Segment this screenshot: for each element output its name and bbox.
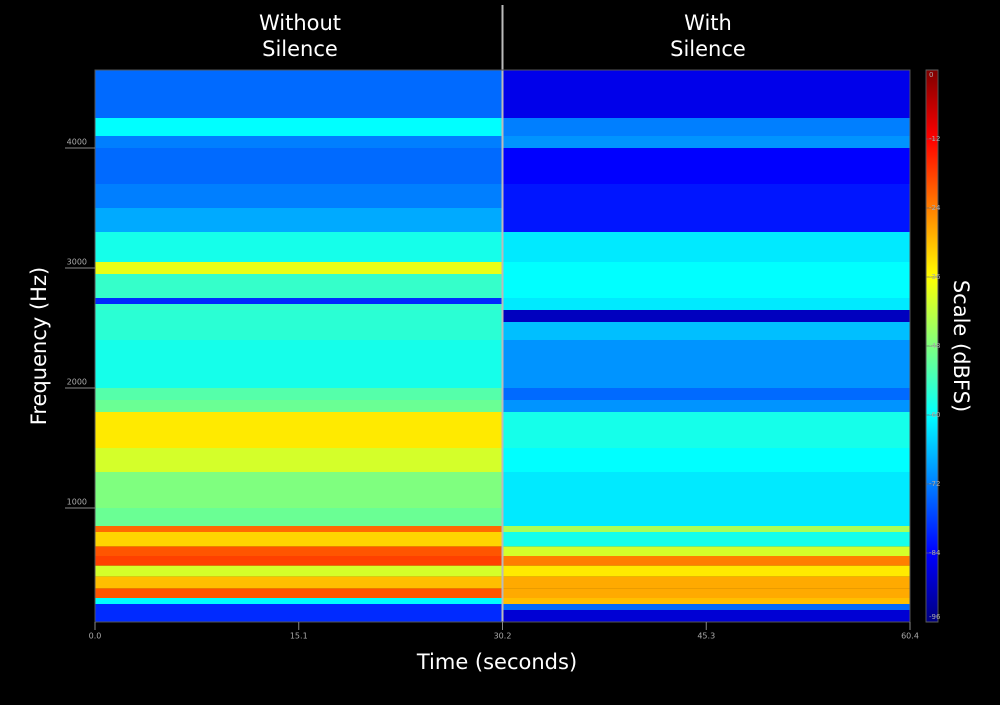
heatmap-cell — [95, 310, 503, 322]
heatmap-cell — [95, 208, 503, 232]
heatmap-cell — [502, 472, 910, 508]
colorbar-tick-label: -84 — [929, 549, 941, 557]
heatmap-cell — [95, 70, 503, 118]
heatmap-cell — [95, 588, 503, 598]
heatmap-cell — [502, 546, 910, 556]
heatmap-cell — [502, 598, 910, 604]
colorbar-tick-label: -36 — [929, 273, 941, 281]
heatmap-cell — [502, 118, 910, 136]
heatmap-cell — [502, 556, 910, 566]
heatmap-cell — [502, 262, 910, 274]
heatmap-cell — [95, 532, 503, 547]
heatmap-cell — [95, 610, 503, 622]
x-tick-label: 60.4 — [901, 632, 919, 641]
heatmap-cell — [502, 70, 910, 118]
heatmap-cell — [502, 508, 910, 526]
x-axis-label: Time (seconds) — [416, 650, 577, 674]
heatmap-cell — [502, 412, 910, 448]
heatmap-cell — [502, 400, 910, 412]
heatmap-cell — [502, 148, 910, 184]
heatmap-cell — [95, 576, 503, 589]
heatmap-cell — [95, 412, 503, 448]
colorbar-tick-label: -96 — [929, 613, 941, 621]
heatmap-cell — [95, 448, 503, 472]
y-tick-label: 1000 — [67, 498, 87, 507]
heatmap-cell — [95, 400, 503, 412]
colorbar-tick-label: -60 — [929, 411, 940, 419]
heatmap-cell — [502, 304, 910, 310]
heatmap-cell — [95, 322, 503, 340]
x-tick-label: 30.2 — [494, 632, 512, 641]
section-title: With Silence — [670, 11, 746, 61]
heatmap-cell — [502, 340, 910, 388]
heatmap-cell — [95, 388, 503, 400]
heatmap-cell — [95, 118, 503, 136]
heatmap-cell — [502, 232, 910, 262]
heatmap-cell — [502, 274, 910, 298]
heatmap-cell — [502, 565, 910, 577]
heatmap-cell — [95, 184, 503, 208]
heatmap-cell — [95, 232, 503, 262]
colorbar-tick-label: 0 — [929, 71, 933, 79]
heatmap-cell — [95, 556, 503, 566]
heatmap-cell — [95, 298, 503, 304]
y-tick-label: 2000 — [67, 378, 87, 387]
heatmap-cell — [502, 532, 910, 547]
heatmap-cell — [95, 565, 503, 577]
heatmap-cell — [95, 526, 503, 532]
heatmap-cell — [502, 448, 910, 472]
heatmap-cell — [502, 322, 910, 340]
heatmap-cell — [502, 184, 910, 208]
heatmap-cell — [502, 310, 910, 322]
heatmap-cell — [95, 598, 503, 604]
heatmap-cell — [502, 588, 910, 598]
heatmap-cell — [95, 274, 503, 298]
heatmap-cell — [95, 262, 503, 274]
heatmap-cell — [502, 136, 910, 148]
heatmap-cell — [95, 136, 503, 148]
heatmap-cell — [95, 148, 503, 184]
heatmap-cell — [502, 526, 910, 532]
x-tick-label: 45.3 — [697, 632, 715, 641]
x-tick-label: 0.0 — [89, 632, 102, 641]
heatmap-cell — [95, 546, 503, 556]
heatmap-cell — [502, 208, 910, 232]
colorbar-tick-label: -72 — [929, 480, 940, 488]
section-title: Without Silence — [258, 11, 342, 61]
x-tick-label: 15.1 — [290, 632, 308, 641]
heatmap-cell — [95, 604, 503, 610]
heatmap-cell — [95, 304, 503, 310]
heatmap-cell — [502, 388, 910, 400]
colorbar-label: Scale (dBFS) — [949, 280, 973, 412]
colorbar-tick-label: -24 — [929, 204, 941, 212]
heatmap-cell — [502, 298, 910, 304]
colorbar-tick-label: -12 — [929, 135, 940, 143]
y-axis-label: Frequency (Hz) — [27, 267, 51, 425]
heatmap-cell — [502, 610, 910, 622]
y-tick-label: 3000 — [67, 258, 87, 267]
y-tick-label: 4000 — [67, 138, 87, 147]
heatmap-cell — [502, 576, 910, 589]
colorbar-tick-label: -48 — [929, 342, 940, 350]
heatmap-cell — [502, 604, 910, 610]
heatmap-cell — [95, 340, 503, 388]
heatmap-cell — [95, 508, 503, 526]
heatmap-cell — [95, 472, 503, 508]
